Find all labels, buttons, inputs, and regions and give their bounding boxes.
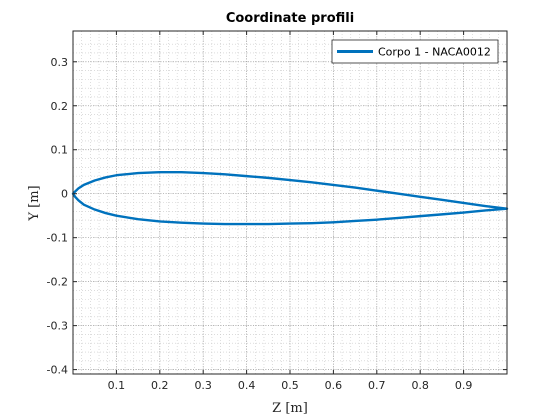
x-axis-label: Z [m] — [272, 401, 308, 416]
y-tick-label: 0.1 — [51, 144, 69, 157]
major-grid — [73, 31, 507, 374]
y-tick-labels: 0.3 0.2 0.1 0 -0.1 -0.2 -0.3 -0.4 — [47, 56, 68, 377]
x-tick-label: 0.5 — [281, 379, 299, 392]
x-tick-labels: 0.1 0.2 0.3 0.4 0.5 0.6 0.7 0.8 0.9 — [108, 379, 473, 392]
x-tick-label: 0.4 — [238, 379, 256, 392]
x-tick-label: 0.9 — [455, 379, 473, 392]
y-tick-label: 0.3 — [51, 56, 69, 69]
x-tick-label: 0.7 — [368, 379, 386, 392]
x-tick-label: 0.1 — [108, 379, 126, 392]
ticks-layer — [73, 31, 507, 374]
y-tick-label: -0.2 — [47, 276, 68, 289]
y-tick-label: -0.4 — [47, 364, 68, 377]
x-tick-label: 0.2 — [151, 379, 169, 392]
y-axis-label: Y [m] — [27, 185, 42, 221]
x-tick-label: 0.6 — [325, 379, 343, 392]
legend: Corpo 1 - NACA0012 — [331, 39, 499, 64]
chart-title: Coordinate profili — [226, 11, 354, 26]
x-tick-label: 0.8 — [411, 379, 429, 392]
y-tick-label: 0 — [61, 188, 68, 201]
legend-label: Corpo 1 - NACA0012 — [378, 46, 491, 59]
y-tick-label: -0.1 — [47, 232, 68, 245]
legend-box — [331, 39, 499, 64]
x-tick-label: 0.3 — [194, 379, 212, 392]
y-tick-label: -0.3 — [47, 320, 68, 333]
y-tick-label: 0.2 — [51, 100, 69, 113]
